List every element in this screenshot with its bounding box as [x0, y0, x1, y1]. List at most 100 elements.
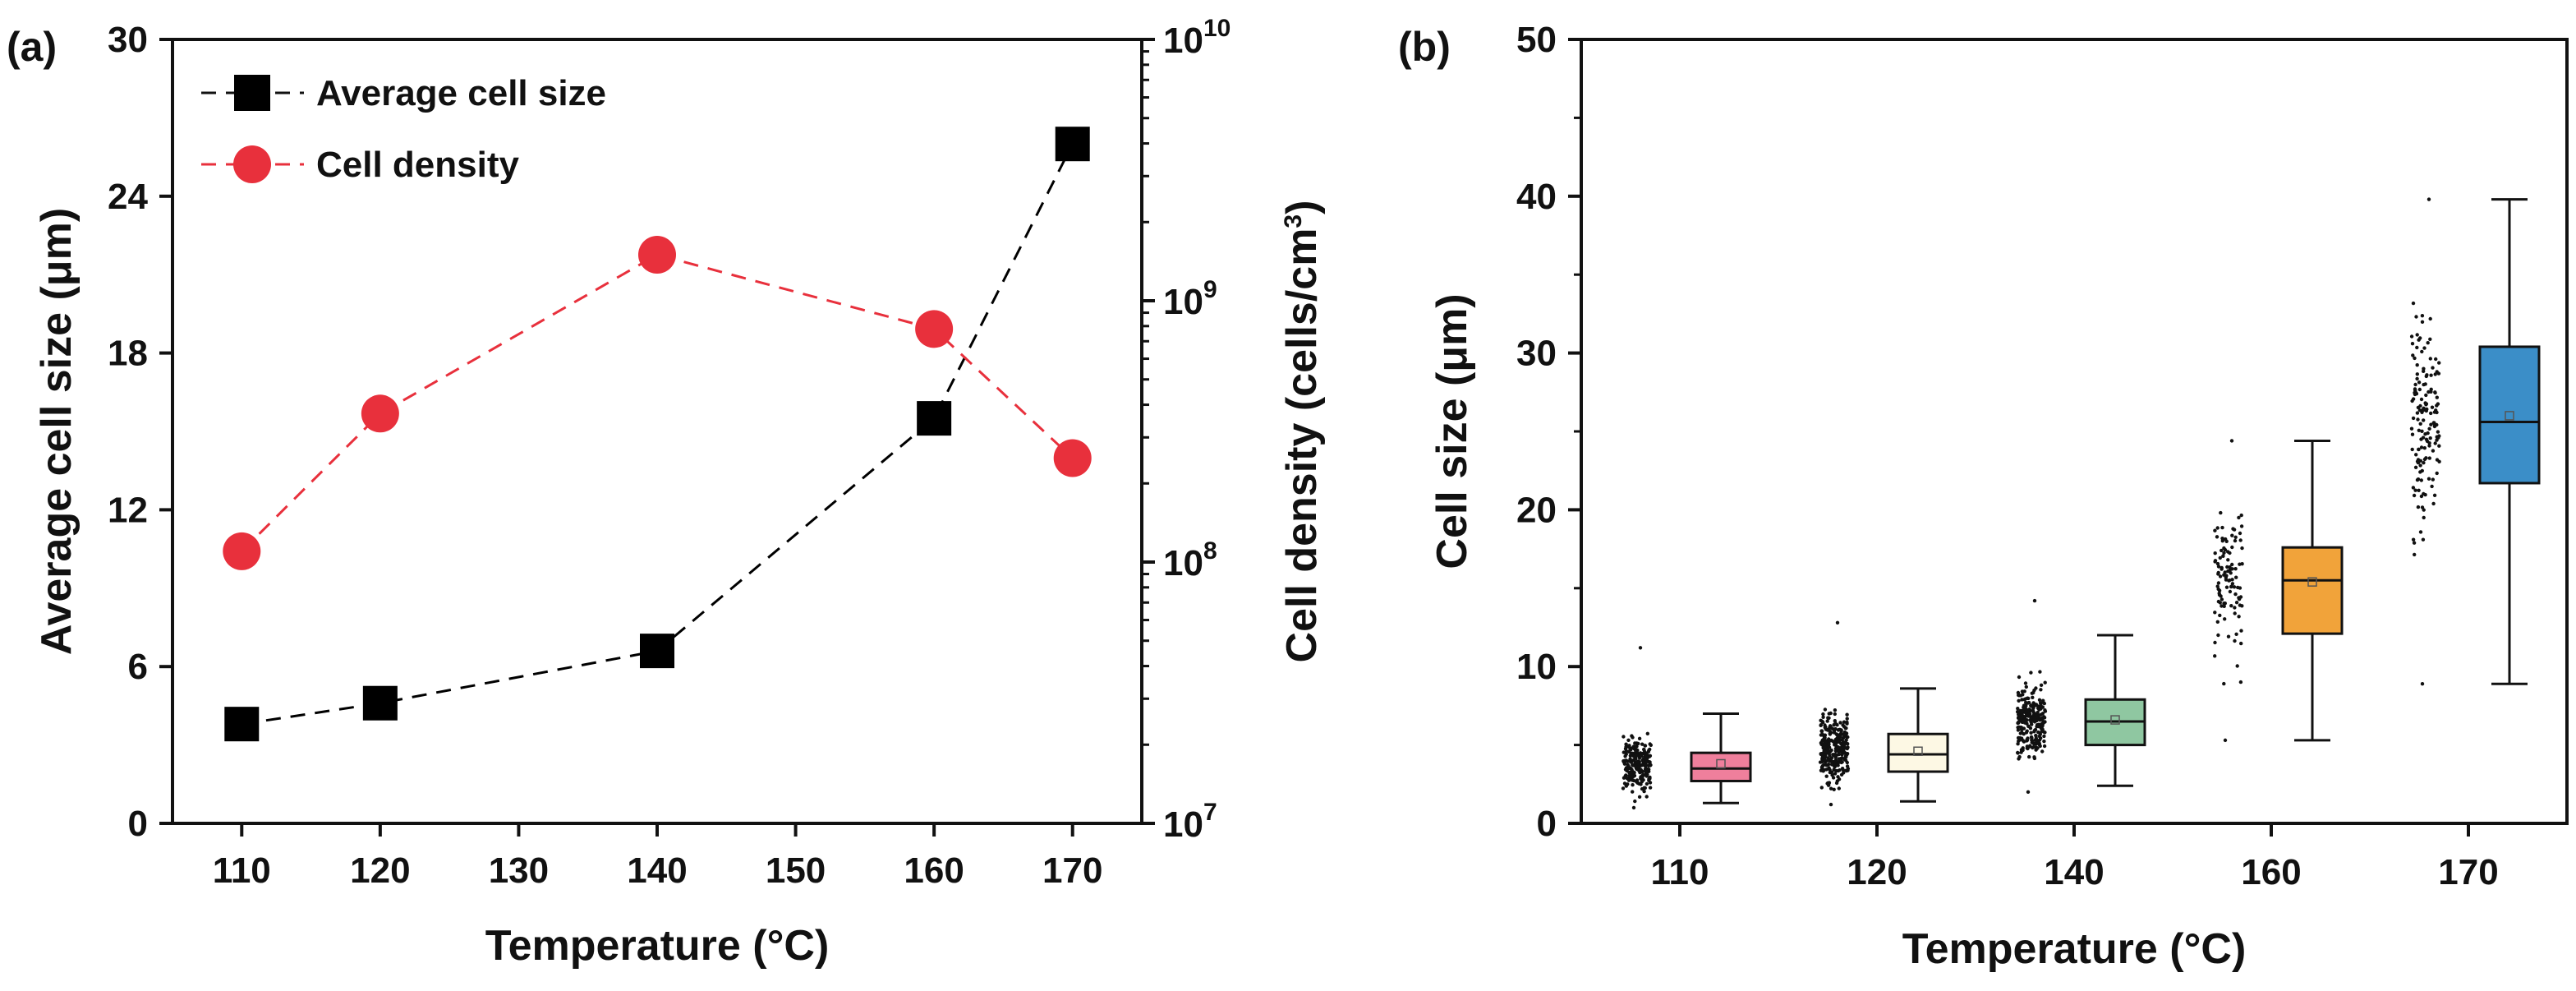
scatter-point	[2016, 728, 2021, 732]
panel-b-label: (b)	[1398, 24, 1451, 70]
scatter-point	[1823, 742, 1827, 747]
scatter-point	[2039, 688, 2043, 692]
scatter-point	[2421, 408, 2425, 413]
scatter-point	[2239, 524, 2244, 528]
scatter-point	[2431, 477, 2435, 482]
box-mean-marker	[1716, 758, 1726, 769]
scatter-point	[1819, 723, 1823, 727]
scatter-point	[2426, 197, 2431, 201]
scatter-point	[2027, 754, 2031, 759]
scatter-point	[2428, 337, 2432, 341]
scatter-point	[1645, 731, 1650, 735]
y-tick-label: 50	[1516, 20, 1557, 60]
scatter-point	[2411, 353, 2415, 357]
scatter-point	[2039, 683, 2044, 687]
scatter-point	[2240, 604, 2244, 608]
scatter-point	[2023, 721, 2027, 725]
scatter-point	[1834, 768, 1838, 773]
scatter-point	[1841, 723, 1845, 727]
scatter-point	[1629, 760, 1634, 764]
scatter-point	[1833, 708, 1838, 712]
scatter-point	[2017, 694, 2022, 698]
avg-cell-size-point	[1055, 127, 1090, 162]
scatter-point	[2016, 751, 2020, 755]
scatter-point	[2418, 422, 2422, 426]
scatter-point	[2216, 587, 2220, 592]
scatter-point	[1649, 743, 1654, 747]
scatter-point	[1621, 786, 1626, 790]
scatter-point	[2426, 477, 2431, 481]
scatter-point	[2238, 586, 2242, 590]
scatter-point	[2230, 562, 2234, 567]
scatter-point	[1827, 712, 1831, 716]
scatter-point	[2237, 615, 2241, 619]
scatter-point	[2033, 703, 2037, 708]
scatter-point	[2226, 634, 2231, 638]
scatter-point	[2418, 470, 2422, 474]
scatter-point	[2411, 416, 2416, 421]
panel-a-label: (a)	[7, 24, 57, 70]
scatter-point	[1840, 760, 1844, 764]
scatter-point	[2420, 314, 2425, 318]
scatter-point	[2413, 382, 2417, 387]
cell-density-point	[638, 236, 676, 274]
scatter-point	[2224, 585, 2229, 589]
x-tick-label: 120	[350, 850, 410, 891]
scatter-point	[1837, 777, 1842, 781]
scatter-point	[2435, 458, 2440, 462]
scatter-point	[2222, 681, 2226, 686]
scatter-point	[2432, 424, 2437, 429]
scatter-point	[1824, 767, 1828, 772]
scatter-point	[2233, 611, 2237, 615]
scatter-point	[2016, 707, 2020, 711]
scatter-point	[2218, 574, 2223, 578]
scatter-point	[2422, 346, 2426, 350]
scatter-point	[2429, 389, 2433, 394]
scatter-point	[2435, 471, 2439, 476]
scatter-point	[2424, 374, 2428, 379]
scatter-point	[2216, 633, 2220, 638]
scatter-point	[1837, 728, 1841, 732]
scatter-point	[1833, 743, 1837, 747]
scatter-point	[1833, 712, 1837, 717]
y2-label-tail: )	[1278, 201, 1326, 214]
scatter-point	[2223, 570, 2227, 574]
scatter-point	[2223, 602, 2227, 606]
scatter-point	[2038, 670, 2042, 674]
scatter-point	[1631, 805, 1636, 810]
scatter-point	[2416, 405, 2421, 410]
scatter-point	[2219, 510, 2223, 515]
scatter-point	[2041, 721, 2045, 725]
scatter-point	[2428, 357, 2432, 361]
scatter-point	[2037, 725, 2041, 729]
scatter-point	[1833, 765, 1837, 769]
scatter-point	[2409, 334, 2414, 339]
scatter-point	[2435, 410, 2439, 415]
scatter-point	[2422, 382, 2426, 387]
scatter-point	[1644, 781, 1649, 786]
scatter-point	[1624, 742, 1628, 746]
scatter-point	[2043, 680, 2047, 684]
scatter-point	[2217, 592, 2222, 597]
scatter-point	[2220, 597, 2224, 602]
scatter-point	[2035, 738, 2039, 743]
scatter-point	[2036, 746, 2040, 750]
scatter-point	[2036, 730, 2040, 735]
scatter-point	[2229, 439, 2234, 443]
scatter-point	[2416, 505, 2421, 509]
scatter-point	[1838, 721, 1842, 725]
y-tick-label: 24	[108, 177, 148, 217]
scatter-point	[1824, 749, 1828, 754]
scatter-point	[2417, 380, 2422, 385]
scatter-point	[2029, 716, 2033, 720]
scatter-point	[2017, 675, 2022, 680]
box-160	[2281, 546, 2344, 635]
scatter-point	[1644, 770, 1649, 774]
scatter-point	[2422, 446, 2426, 450]
scatter-point	[2042, 716, 2047, 720]
scatter-point	[2039, 712, 2043, 717]
scatter-point	[1836, 761, 1841, 765]
scatter-point	[1640, 742, 1644, 746]
scatter-point	[2230, 533, 2234, 537]
